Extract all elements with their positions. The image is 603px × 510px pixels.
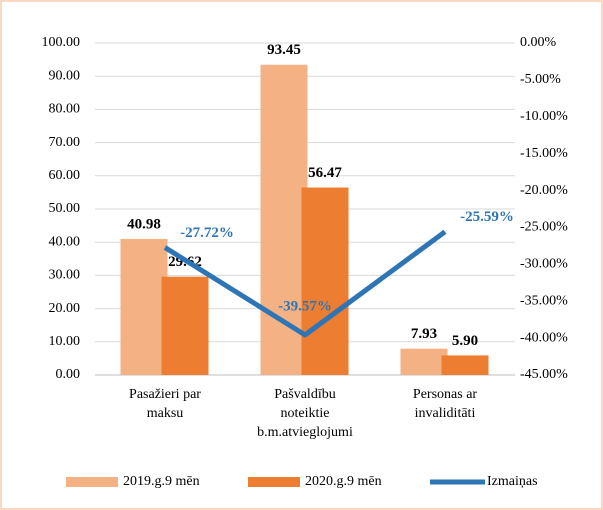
y-tick-label: 70.00 [49, 135, 81, 150]
x-tick-line: noteiktie [281, 406, 330, 421]
y2-tick-label: -35.00% [520, 293, 568, 308]
y-tick-label: 40.00 [49, 234, 81, 249]
y2-tick-label: -5.00% [520, 72, 561, 87]
line-label: -25.59% [460, 209, 514, 225]
y-tick-label: 10.00 [49, 334, 81, 349]
x-tick-line: Personas ar [413, 387, 477, 402]
y-tick-label: 0.00 [56, 367, 81, 382]
y2-tick-label: -45.00% [520, 367, 568, 382]
y-tick-label: 100.00 [42, 35, 81, 50]
data-label: 93.45 [267, 42, 301, 58]
y2-tick-label: -15.00% [520, 146, 568, 161]
legend-swatch [66, 477, 118, 487]
y-tick-label: 50.00 [49, 201, 81, 216]
data-label: 56.47 [308, 165, 342, 181]
legend-label: 2020.g.9 mēn [305, 474, 382, 489]
line-label: -39.57% [278, 298, 332, 314]
y-tick-label: 60.00 [49, 168, 81, 183]
legend-label: Izmaiņas [487, 474, 538, 489]
bar [301, 187, 349, 375]
x-tick-label: Pašvaldību noteiktie b.m.atvieglojumi [257, 387, 353, 440]
data-label: 7.93 [411, 326, 437, 342]
y2-tick-label: -30.00% [520, 257, 568, 272]
line [163, 229, 447, 338]
x-tick-label: Personas ar invaliditāti [413, 387, 477, 421]
y-tick-label: 80.00 [49, 102, 81, 117]
x-tick-line: invaliditāti [415, 406, 476, 421]
bar [400, 348, 448, 375]
y-tick-label: 90.00 [49, 68, 81, 83]
x-tick-line: b.m.atvieglojumi [257, 425, 353, 440]
bar [161, 276, 209, 375]
bar [260, 64, 308, 375]
y-tick-label: 20.00 [49, 301, 81, 316]
legend-label: 2019.g.9 mēn [123, 474, 200, 489]
x-tick-line: Pašvaldību [274, 387, 335, 402]
data-label: 5.90 [452, 333, 478, 349]
bar [441, 355, 489, 375]
legend-swatch [248, 477, 300, 487]
y2-tick-label: -20.00% [520, 183, 568, 198]
y-tick-label: 30.00 [49, 268, 81, 283]
x-tick-line: maksu [147, 406, 184, 421]
y2-tick-label: 0.00% [520, 35, 557, 50]
x-tick-label: Pasažieri par maksu [129, 387, 201, 421]
y2-tick-label: -25.00% [520, 220, 568, 235]
line-label: -27.72% [180, 225, 234, 241]
x-tick-line: Pasažieri par [129, 387, 201, 402]
data-label: 40.98 [127, 216, 161, 232]
bar [120, 238, 168, 375]
y2-tick-label: -40.00% [520, 330, 568, 345]
y2-tick-label: -10.00% [520, 109, 568, 124]
